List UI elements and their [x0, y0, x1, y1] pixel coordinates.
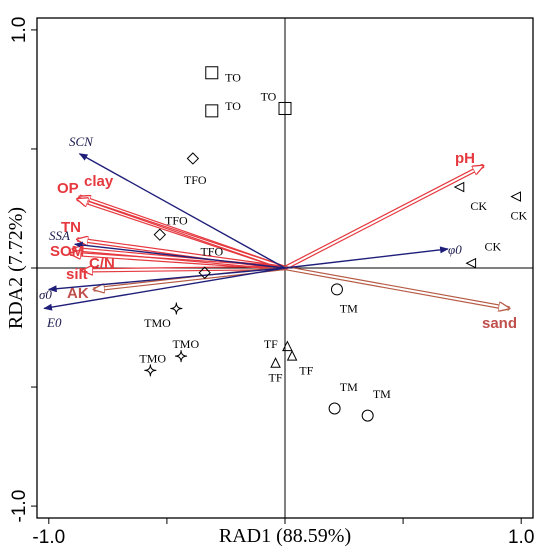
- vector-SOM-line-a: [72, 246, 286, 268]
- vector-φ0: [284, 246, 449, 269]
- vector-label-SCN: SCN: [69, 134, 94, 149]
- vector-σ0: [47, 267, 286, 293]
- sample-marker-square: [205, 66, 219, 80]
- vector-sand-line-a: [284, 268, 510, 311]
- sample-marker-square: [278, 101, 292, 115]
- vector-label-pH: pH: [455, 150, 475, 167]
- sample-label: CK: [485, 240, 502, 254]
- sample-points: [144, 66, 521, 422]
- vector-label-clay: clay: [84, 173, 114, 190]
- sample-label: TM: [340, 380, 358, 394]
- x-tick-label: 1.0: [508, 527, 534, 548]
- vector-clay-line-a: [77, 196, 286, 268]
- sample-label: TF: [269, 371, 283, 385]
- y-tick-label: 1.0: [9, 17, 30, 43]
- sample-marker-triangle-left: [453, 181, 465, 193]
- vector-label-SSA: SSA: [49, 228, 70, 243]
- sample-label: CK: [510, 209, 527, 223]
- sample-labels: TOTOTOTFOTFOTFOCKCKCKTMTMTMTFTFTFTMOTMOT…: [139, 71, 527, 402]
- vector-pH-line-a: [285, 166, 485, 270]
- vector-label-sand: sand: [482, 315, 517, 332]
- sample-marker-diamond: [198, 266, 211, 279]
- sample-marker-circle: [328, 402, 341, 415]
- sample-label: TF: [264, 337, 278, 351]
- x-axis-title: RAD1 (88.59%): [219, 525, 351, 547]
- vector-label-AK: AK: [67, 285, 89, 302]
- vector-label-OP: OP: [57, 180, 79, 197]
- sample-label: TFO: [200, 244, 223, 258]
- sample-label: TFO: [184, 173, 207, 187]
- vector-sand-line-b: [285, 265, 510, 308]
- x-tick-label: -1.0: [32, 527, 65, 548]
- vector-label-TN: TN: [61, 219, 81, 236]
- sample-marker-diamond: [186, 152, 200, 165]
- sample-marker-diamond: [153, 228, 167, 241]
- sample-marker-triangle-up: [270, 357, 281, 368]
- vector-label-σ0: σ0: [39, 287, 52, 302]
- sample-label: TO: [225, 99, 241, 113]
- vector-pH-line-b: [283, 163, 483, 268]
- vector-E0: [43, 267, 286, 311]
- y-tick-label: -1.0: [9, 490, 30, 523]
- sample-label: TMO: [144, 316, 171, 330]
- sample-marker-circle: [330, 283, 343, 296]
- vector-label-E0: E0: [46, 315, 62, 330]
- vector-TN-line-a: [77, 237, 286, 268]
- vector-TN-line-b: [76, 240, 285, 271]
- vector-SSA: [73, 241, 286, 269]
- sample-label: CK: [470, 199, 487, 213]
- sample-label: TMO: [172, 337, 199, 351]
- sample-marker-triangle-up: [282, 340, 293, 352]
- vector-clay-line-b: [76, 199, 285, 271]
- sample-label: TO: [225, 71, 241, 85]
- environmental-vectors: [43, 153, 510, 311]
- sample-marker-triangle-left: [510, 191, 521, 202]
- sample-marker-triangle-left: [465, 257, 477, 269]
- sample-marker-star: [175, 350, 188, 363]
- sample-marker-star: [144, 364, 157, 377]
- sample-label: TF: [299, 363, 313, 377]
- vector-label-C/N: C/N: [89, 255, 115, 272]
- sample-label: TMO: [139, 351, 166, 365]
- vector-label-silt: silt: [66, 266, 88, 283]
- sample-label: TO: [261, 90, 277, 104]
- sample-label: TM: [340, 301, 358, 315]
- vector-label-φ0: φ0: [448, 242, 462, 257]
- sample-label: TM: [373, 387, 391, 401]
- sample-marker-star: [170, 302, 183, 315]
- vector-SCN: [78, 153, 286, 269]
- y-axis-title: RDA2 (7.72%): [5, 207, 27, 329]
- sample-marker-circle: [361, 409, 374, 422]
- vector-silt-line-a: [81, 265, 285, 270]
- sample-label: TFO: [165, 213, 188, 227]
- vector-label-SOM: SOM: [50, 243, 84, 260]
- sample-marker-square: [205, 104, 219, 118]
- sample-marker-triangle-up: [286, 349, 298, 361]
- axis-ticks: -1.0 1.0 1.0 -1.0: [9, 17, 534, 548]
